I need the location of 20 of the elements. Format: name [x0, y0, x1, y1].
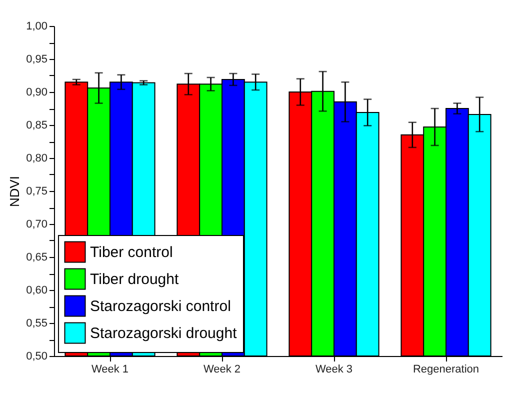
- y-tick-label: 0,85: [26, 120, 48, 132]
- y-tick-label: 0,95: [26, 54, 48, 66]
- y-tick-label: 1,00: [26, 20, 48, 32]
- legend-label: Tiber drought: [90, 271, 180, 288]
- y-tick-label: 0,55: [26, 318, 48, 330]
- legend-label: Tiber control: [90, 244, 173, 261]
- y-tick-label: 0,90: [26, 86, 48, 98]
- y-tick-label: 0,60: [26, 284, 48, 296]
- y-tick-label: 0,65: [26, 252, 48, 264]
- y-axis-title: NDVI: [7, 176, 22, 208]
- y-tick-label: 0,75: [26, 186, 48, 198]
- x-tick-label: Week 3: [315, 364, 353, 376]
- y-tick-label: 0,80: [26, 152, 48, 164]
- y-tick-label: 0,70: [26, 218, 48, 230]
- x-tick-label: Regeneration: [412, 364, 480, 376]
- x-tick-label: Week 1: [91, 364, 129, 376]
- y-tick-label: 0,50: [26, 350, 48, 362]
- legend-label: Starozagorski drought: [90, 325, 238, 342]
- legend-label: Starozagorski control: [90, 298, 231, 315]
- x-tick-label: Week 2: [203, 364, 241, 376]
